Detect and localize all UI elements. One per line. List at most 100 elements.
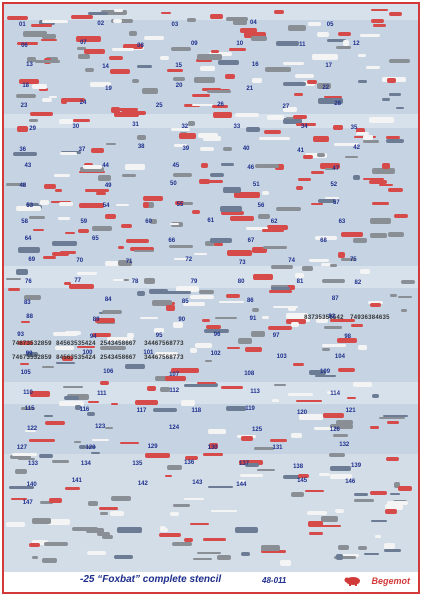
stencil-decal — [164, 290, 191, 294]
stencil-decal — [88, 500, 98, 507]
serial-number-decal: 74936384635 — [350, 314, 390, 321]
stencil-decal — [184, 384, 210, 388]
stencil-decal — [368, 179, 388, 184]
stencil-decal — [42, 256, 57, 259]
stencil-decal — [55, 361, 76, 365]
stencil-decal — [45, 56, 58, 61]
stencil-decal — [144, 452, 171, 459]
stencil-decal — [394, 213, 408, 218]
stencil-decal — [291, 322, 299, 328]
decal-number-label: 39 — [182, 145, 190, 152]
stencil-decal — [199, 290, 214, 295]
stencil-decal — [168, 245, 193, 248]
stencil-decal — [41, 557, 57, 564]
stencil-decal — [388, 188, 403, 193]
stencil-decal — [271, 285, 288, 288]
stencil-decal — [149, 218, 158, 225]
stencil-decal — [230, 215, 254, 222]
stencil-decal — [321, 278, 346, 283]
stencil-decal — [353, 493, 368, 496]
decal-number-label: 71 — [125, 259, 133, 266]
stencil-decal — [73, 119, 90, 123]
stencil-decal — [209, 172, 224, 177]
stencil-decal — [135, 399, 158, 405]
stencil-decal — [189, 347, 198, 354]
stencil-decal — [40, 200, 50, 205]
decal-number-label: 143 — [192, 479, 203, 486]
stencil-decal — [190, 294, 214, 300]
stencil-decal — [301, 266, 313, 272]
decal-number-label: 62 — [270, 218, 278, 225]
stencil-decal — [385, 456, 399, 462]
stencil-decal — [134, 249, 154, 252]
stencil-decal — [179, 133, 197, 139]
stencil-decal — [110, 107, 121, 113]
stencil-decal — [15, 206, 42, 212]
decal-number-label: 80 — [237, 279, 245, 286]
stencil-decal — [398, 485, 413, 491]
decal-number-label: 48 — [19, 183, 27, 190]
stencil-decal — [355, 128, 365, 135]
stencil-decal — [153, 328, 164, 333]
decal-number-label: 29 — [29, 125, 36, 132]
stencil-decal — [52, 460, 70, 463]
stencil-decal — [197, 551, 222, 554]
stencil-decal — [282, 475, 301, 480]
decal-number-label: 61 — [207, 218, 215, 225]
decal-number-label: 19 — [105, 85, 112, 92]
stencil-decal — [46, 519, 71, 525]
stencil-decal — [105, 261, 124, 267]
stencil-decal — [112, 47, 135, 51]
stencil-decal — [372, 202, 389, 206]
decal-number-label: 54 — [102, 202, 110, 209]
stencil-decal — [209, 443, 218, 449]
stencil-decal — [385, 135, 400, 139]
decal-number-label: 76 — [25, 279, 32, 286]
stencil-decal — [187, 120, 196, 127]
stencil-decal — [342, 40, 350, 46]
decal-number-label: 103 — [276, 353, 287, 360]
decal-number-label: 81 — [296, 278, 304, 285]
stencil-decal — [52, 252, 69, 256]
decal-number-label: 22 — [322, 84, 330, 91]
stencil-decal — [7, 15, 28, 20]
stencil-decal — [26, 352, 38, 358]
stencil-decal — [304, 152, 327, 158]
stencil-decal — [295, 185, 303, 190]
stencil-decal — [49, 95, 58, 99]
stencil-decal — [241, 436, 254, 441]
stencil-decal — [245, 347, 262, 352]
decal-number-label: 91 — [249, 315, 257, 322]
stencil-decal — [91, 148, 105, 154]
stencil-decal — [126, 333, 135, 338]
stencil-decal — [29, 391, 50, 398]
stencil-decal — [222, 187, 242, 193]
stencil-decal — [173, 172, 193, 178]
decal-number-label: 112 — [169, 388, 180, 395]
stencil-decal — [209, 14, 223, 20]
decal-number-label: 106 — [103, 368, 114, 375]
stencil-decal — [76, 345, 96, 348]
stencil-decal — [234, 526, 258, 533]
stencil-decal — [92, 333, 112, 338]
stencil-decal — [384, 509, 397, 515]
stencil-decal — [345, 155, 359, 159]
decal-number-label: 34 — [300, 123, 308, 130]
stencil-decal — [225, 17, 248, 21]
stencil-decal — [303, 154, 313, 160]
decal-number-label: 85 — [181, 298, 189, 305]
decal-number-label: 23 — [20, 103, 28, 110]
stencil-decal — [393, 482, 400, 488]
stencil-decal — [240, 27, 257, 34]
decal-number-label: 122 — [27, 426, 38, 432]
stencil-decal — [287, 25, 307, 31]
decal-number-label: 88 — [26, 314, 33, 321]
decal-number-label: 93 — [17, 332, 24, 339]
stencil-decal — [160, 387, 170, 392]
stencil-decal — [383, 548, 401, 552]
stencil-decal — [217, 60, 239, 65]
decal-number-label: 90 — [178, 316, 186, 323]
decal-number-label: 95 — [155, 332, 163, 339]
stencil-decal — [146, 202, 155, 208]
decal-number-label: 64 — [24, 236, 32, 243]
